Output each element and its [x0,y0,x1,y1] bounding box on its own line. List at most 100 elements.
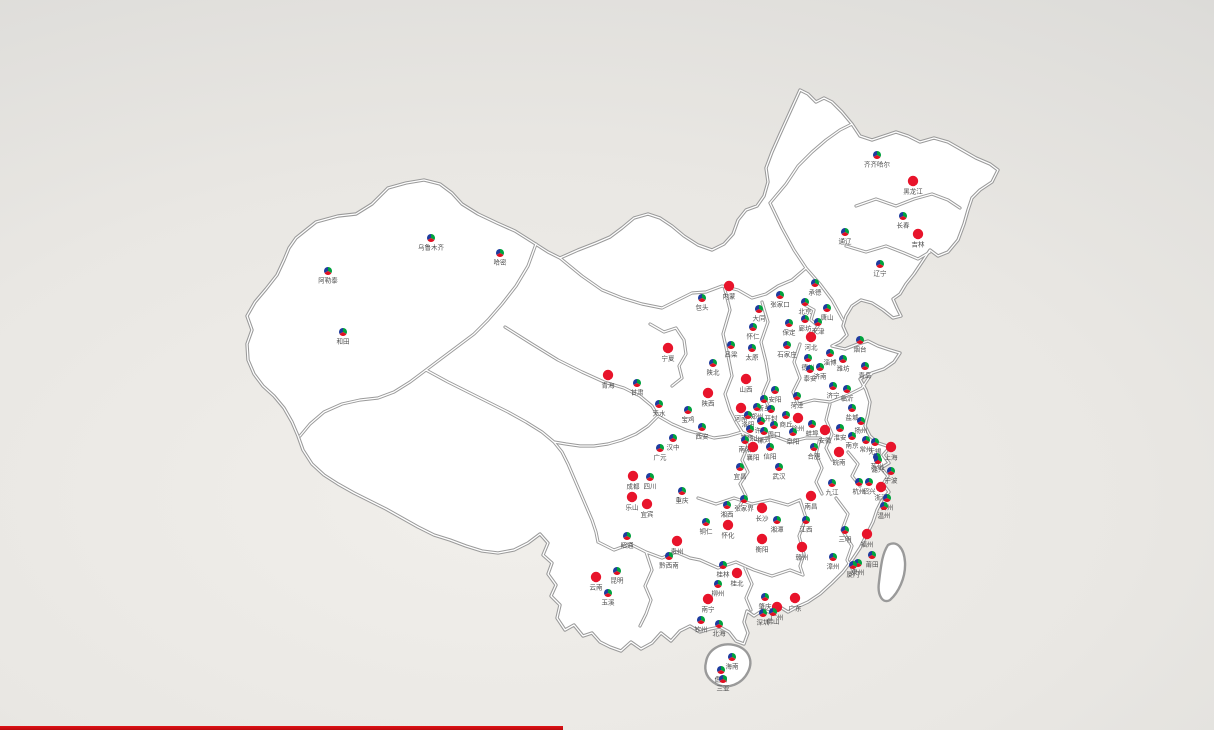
map-marker-桂北[interactable]: 桂北 [731,567,745,588]
map-marker-盐城[interactable]: 盐城 [846,404,860,422]
map-marker-通辽[interactable]: 通辽 [839,228,853,246]
map-marker-绍兴[interactable]: 绍兴 [863,478,877,496]
map-marker-廊坊[interactable]: 廊坊 [799,315,813,333]
map-marker-襄阳[interactable]: 襄阳 [747,441,760,462]
map-marker-新乡[interactable]: 新乡 [758,395,771,413]
map-marker-淄博[interactable]: 淄博 [824,349,838,367]
map-marker-黔西南[interactable]: 黔西南 [659,552,679,570]
map-marker-泰安[interactable]: 泰安 [804,365,818,383]
map-marker-昭通[interactable]: 昭通 [621,532,635,550]
map-marker-洛阳[interactable]: 洛阳 [742,411,755,429]
map-marker-唐山[interactable]: 唐山 [821,304,834,322]
map-marker-石家庄[interactable]: 石家庄 [777,341,797,359]
map-marker-南京[interactable]: 南京 [846,432,860,450]
map-marker-宝鸡[interactable]: 宝鸡 [682,406,696,424]
map-marker-佛山[interactable]: 佛山 [767,608,780,626]
map-marker-肇庆[interactable]: 肇庆 [759,593,773,611]
map-marker-张家界[interactable]: 张家界 [734,495,754,513]
map-marker-重庆[interactable]: 重庆 [676,487,690,505]
map-marker-河南[interactable]: 河南 [735,402,749,423]
map-marker-乌鲁木齐[interactable]: 乌鲁木齐 [418,234,445,252]
map-marker-南宁[interactable]: 南宁 [702,593,716,614]
map-marker-临沂[interactable]: 临沂 [841,385,855,403]
map-marker-太原[interactable]: 太原 [746,344,760,362]
map-marker-怀化[interactable]: 怀化 [722,519,736,540]
map-marker-包头[interactable]: 包头 [696,294,710,312]
map-marker-甘肃[interactable]: 甘肃 [631,379,645,397]
map-marker-菏泽[interactable]: 菏泽 [791,392,805,410]
map-marker-赣州[interactable]: 赣州 [796,541,809,562]
map-marker-九江[interactable]: 九江 [826,479,840,497]
map-marker-深圳[interactable]: 深圳 [757,609,770,627]
map-marker-潍坊[interactable]: 潍坊 [837,355,851,373]
map-marker-武汉[interactable]: 武汉 [773,463,787,481]
map-marker-陕西[interactable]: 陕西 [702,387,716,408]
map-marker-黑龙江[interactable]: 黑龙江 [903,175,923,196]
map-marker-广元[interactable]: 广元 [654,444,668,462]
map-marker-海南[interactable]: 海南 [726,653,740,671]
map-marker-钦州[interactable]: 钦州 [695,616,708,634]
map-marker-安阳[interactable]: 安阳 [769,386,782,404]
map-marker-和田[interactable]: 和田 [337,328,350,346]
map-marker-湘西[interactable]: 湘西 [721,501,735,519]
map-marker-淮安[interactable]: 淮安 [834,424,848,442]
map-marker-徐州[interactable]: 徐州 [792,412,805,433]
map-marker-西安[interactable]: 西安 [696,423,710,441]
map-marker-哈密[interactable]: 哈密 [494,249,508,267]
map-marker-江西[interactable]: 江西 [800,516,814,534]
map-marker-常州[interactable]: 常州 [860,436,873,454]
map-marker-漳州[interactable]: 漳州 [827,553,840,571]
map-marker-吉林[interactable]: 吉林 [912,228,926,249]
map-marker-柳州[interactable]: 柳州 [712,580,725,598]
map-marker-云南[interactable]: 云南 [590,571,604,592]
map-marker-信阳[interactable]: 信阳 [764,443,777,461]
map-marker-扬州[interactable]: 扬州 [855,417,868,435]
map-marker-青海[interactable]: 青海 [602,369,616,390]
map-marker-保定[interactable]: 保定 [783,319,797,337]
map-marker-张家口[interactable]: 张家口 [770,291,790,309]
map-marker-郑州[interactable]: 郑州 [751,403,764,421]
map-marker-天水[interactable]: 天水 [653,400,667,418]
map-marker-莆田[interactable]: 莆田 [866,551,879,569]
map-marker-杭州[interactable]: 杭州 [853,478,866,496]
map-marker-昆明[interactable]: 昆明 [611,567,625,585]
map-marker-青岛[interactable]: 青岛 [859,362,872,380]
map-marker-安徽[interactable]: 安徽 [819,424,833,445]
map-marker-铜仁[interactable]: 铜仁 [700,518,714,536]
map-marker-阿勒泰[interactable]: 阿勒泰 [318,267,338,285]
map-marker-福州[interactable]: 福州 [861,528,874,549]
map-marker-辽宁[interactable]: 辽宁 [874,260,888,278]
map-marker-衡阳[interactable]: 衡阳 [756,533,769,554]
map-marker-阜阳[interactable]: 阜阳 [787,428,800,446]
map-marker-汉中[interactable]: 汉中 [667,434,680,452]
map-marker-烟台[interactable]: 烟台 [854,336,867,354]
map-marker-温州[interactable]: 温州 [878,502,891,520]
map-marker-南昌[interactable]: 南昌 [805,490,818,511]
map-marker-厦门[interactable]: 厦门 [847,561,860,579]
map-marker-泉州[interactable]: 泉州 [852,559,865,577]
map-marker-济南[interactable]: 济南 [814,363,828,381]
map-marker-长沙[interactable]: 长沙 [756,502,770,523]
map-marker-北海[interactable]: 北海 [713,620,727,638]
map-marker-商丘[interactable]: 商丘 [780,411,794,429]
map-marker-广东[interactable]: 广东 [789,592,803,613]
map-marker-贵州[interactable]: 贵州 [671,535,684,556]
map-marker-大同[interactable]: 大同 [753,305,766,323]
map-marker-山西[interactable]: 山西 [740,373,754,394]
map-marker-陕北[interactable]: 陕北 [707,359,721,377]
map-marker-三明[interactable]: 三明 [839,526,853,544]
map-marker-承德[interactable]: 承德 [809,279,823,297]
map-marker-无锡[interactable]: 无锡 [869,438,883,456]
map-marker-南阳[interactable]: 南阳 [739,436,752,454]
map-marker-桂林[interactable]: 桂林 [717,561,731,579]
map-marker-内蒙[interactable]: 内蒙 [723,280,737,301]
map-marker-吕梁[interactable]: 吕梁 [725,341,739,359]
map-marker-河北[interactable]: 河北 [805,331,819,352]
map-marker-上海[interactable]: 上海 [885,441,899,462]
map-marker-开封[interactable]: 开封 [765,405,779,423]
map-marker-怀仁[interactable]: 怀仁 [747,323,761,341]
map-marker-乐山[interactable]: 乐山 [626,491,639,512]
map-marker-长春[interactable]: 长春 [897,212,911,230]
map-marker-宁波[interactable]: 宁波 [885,467,899,485]
map-marker-玉溪[interactable]: 玉溪 [602,589,616,607]
